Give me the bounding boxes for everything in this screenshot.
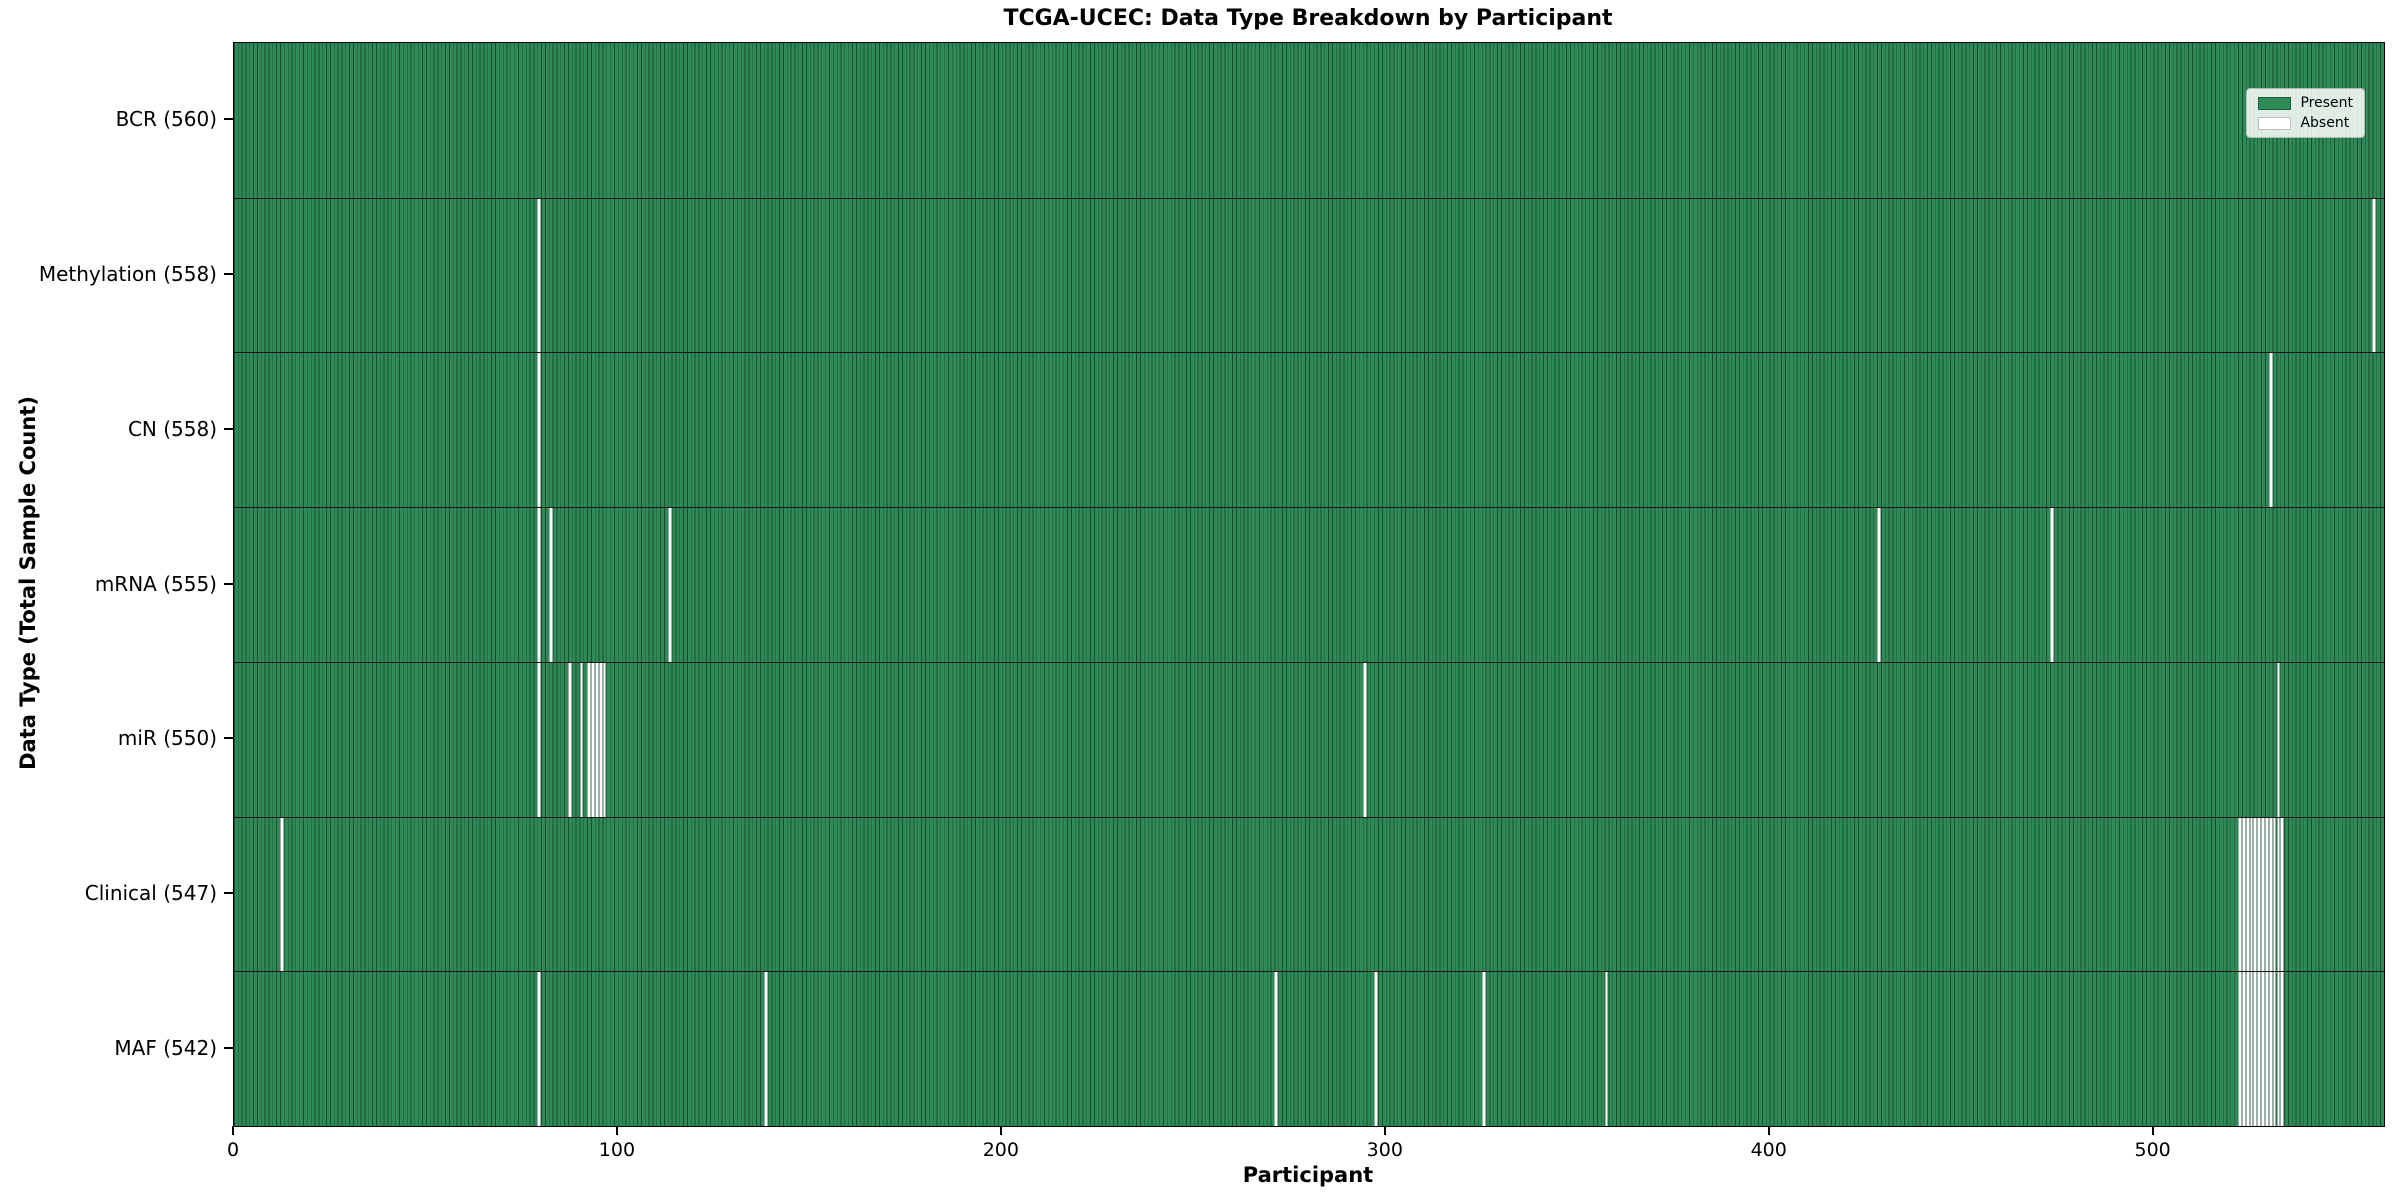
absent-marker bbox=[2238, 972, 2242, 1126]
row-methylation bbox=[234, 197, 2384, 353]
absent-marker bbox=[2268, 353, 2273, 508]
absent-marker bbox=[2280, 972, 2285, 1126]
absent-marker bbox=[2241, 817, 2246, 972]
absent-marker bbox=[2268, 972, 2273, 1126]
x-tick-mark bbox=[615, 1126, 618, 1135]
y-tick-label: MAF (542) bbox=[114, 1035, 217, 1060]
absent-marker bbox=[1362, 662, 1367, 817]
absent-marker bbox=[2280, 817, 2285, 972]
absent-marker bbox=[2276, 662, 2281, 817]
y-tick-label: Clinical (547) bbox=[84, 880, 217, 905]
y-tick-label: mRNA (555) bbox=[94, 571, 217, 596]
absent-marker bbox=[1877, 508, 1882, 662]
absent-marker bbox=[1604, 972, 1609, 1126]
absent-marker bbox=[2268, 817, 2273, 972]
row-clinical bbox=[234, 816, 2384, 972]
row-mir bbox=[234, 661, 2384, 817]
absent-marker bbox=[2272, 972, 2277, 1126]
absent-marker bbox=[2257, 817, 2262, 972]
absent-marker bbox=[591, 662, 595, 817]
row-bcr bbox=[234, 43, 2384, 198]
y-tick-mark bbox=[224, 118, 233, 121]
absent-marker bbox=[2261, 817, 2265, 972]
plot-area: Present Absent bbox=[233, 42, 2385, 1127]
row-cn bbox=[234, 352, 2384, 508]
y-tick-mark bbox=[224, 273, 233, 276]
x-tick-label: 500 bbox=[2134, 1139, 2171, 1161]
x-tick-label: 100 bbox=[598, 1139, 636, 1161]
absent-marker bbox=[568, 662, 572, 817]
absent-marker bbox=[598, 662, 603, 817]
row-mrna bbox=[234, 507, 2384, 662]
row-maf bbox=[234, 971, 2384, 1126]
y-tick-labels: BCR (560) Methylation (558) CN (558) mRNA (… bbox=[0, 42, 233, 1125]
absent-marker bbox=[2372, 198, 2377, 353]
absent-marker bbox=[2261, 972, 2265, 1126]
absent-marker bbox=[2257, 972, 2262, 1126]
absent-marker bbox=[548, 508, 553, 662]
y-tick-mark bbox=[224, 891, 233, 894]
x-axis-label: Participant bbox=[1242, 1163, 1374, 1187]
absent-marker bbox=[2249, 817, 2254, 972]
x-tick-mark bbox=[232, 1126, 234, 1135]
absent-marker bbox=[2264, 817, 2269, 972]
absent-marker bbox=[1481, 972, 1486, 1126]
x-tick-mark bbox=[1767, 1126, 1770, 1135]
absent-marker bbox=[1374, 972, 1379, 1126]
y-tick-mark bbox=[224, 427, 233, 430]
absent-marker bbox=[537, 972, 542, 1126]
y-tick-label: miR (550) bbox=[117, 726, 217, 751]
x-tick-mark bbox=[999, 1126, 1002, 1135]
legend-label: Present bbox=[2300, 95, 2353, 111]
x-tick-mark bbox=[1383, 1126, 1386, 1135]
absent-marker bbox=[2049, 508, 2054, 662]
x-tick-mark bbox=[2151, 1126, 2154, 1135]
absent-marker bbox=[2264, 972, 2269, 1126]
absent-marker bbox=[537, 662, 542, 817]
absent-marker bbox=[594, 662, 599, 817]
y-tick-label: CN (558) bbox=[127, 416, 217, 441]
absent-marker bbox=[602, 662, 607, 817]
x-tick-label: 400 bbox=[1750, 1139, 1787, 1161]
absent-marker bbox=[2249, 972, 2254, 1126]
absent-marker bbox=[2276, 817, 2281, 972]
legend: Present Absent bbox=[2246, 88, 2365, 138]
x-axis-ticks: 0 100 200 300 400 500 bbox=[227, 1126, 2383, 1186]
absent-marker bbox=[2245, 817, 2250, 972]
absent-marker bbox=[2241, 972, 2246, 1126]
absent-marker bbox=[537, 508, 542, 662]
y-tick-mark bbox=[224, 737, 233, 740]
absent-marker bbox=[579, 662, 584, 817]
chart-title: TCGA-UCEC: Data Type Breakdown by Partic… bbox=[1003, 6, 1613, 31]
absent-marker bbox=[537, 353, 542, 508]
absent-marker bbox=[2272, 817, 2277, 972]
absent-marker bbox=[1274, 972, 1279, 1126]
absent-marker bbox=[2253, 817, 2258, 972]
absent-marker bbox=[2245, 972, 2250, 1126]
absent-marker bbox=[763, 972, 768, 1126]
y-tick-mark bbox=[224, 582, 233, 585]
y-tick-label: BCR (560) bbox=[115, 107, 217, 132]
present-swatch-icon bbox=[2258, 96, 2292, 110]
x-tick-label: 0 bbox=[226, 1139, 240, 1161]
legend-item-absent: Absent bbox=[2258, 116, 2353, 130]
absent-marker bbox=[587, 662, 592, 817]
x-tick-label: 300 bbox=[1366, 1139, 1403, 1161]
absent-marker bbox=[280, 817, 284, 972]
legend-item-present: Present bbox=[2258, 96, 2353, 110]
absent-marker bbox=[2253, 972, 2258, 1126]
absent-marker bbox=[667, 508, 672, 662]
y-tick-mark bbox=[224, 1046, 233, 1049]
absent-swatch-icon bbox=[2258, 116, 2292, 130]
y-tick-label: Methylation (558) bbox=[38, 262, 217, 287]
legend-entries: Present Absent bbox=[2258, 96, 2353, 130]
legend-label: Absent bbox=[2300, 115, 2350, 131]
absent-marker bbox=[2238, 817, 2242, 972]
absent-marker bbox=[2276, 972, 2281, 1126]
absent-marker bbox=[537, 198, 542, 353]
x-tick-label: 200 bbox=[982, 1139, 1019, 1161]
